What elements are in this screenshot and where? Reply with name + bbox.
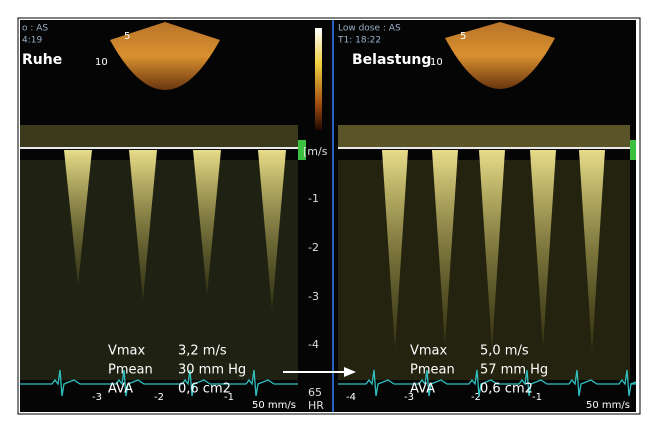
- sweep-speed: 50 mm/s: [586, 400, 630, 411]
- color-bar: [315, 28, 322, 130]
- spectrum-band: [20, 125, 298, 149]
- ecg-tick: -4: [346, 392, 356, 403]
- header: Low dose : AS: [338, 24, 401, 34]
- header: o : AS: [22, 24, 48, 34]
- measurement-value: 0,6 cm2: [480, 382, 533, 397]
- measurement-value: 3,2 m/s: [178, 344, 227, 359]
- doppler-spectrum: [20, 160, 298, 380]
- ecg-tick: -3: [92, 392, 102, 403]
- depth-mark: 10: [95, 57, 108, 68]
- scale-tick: -1: [308, 192, 319, 205]
- scale-unit: [m/s: [639, 145, 651, 158]
- depth-mark: 5: [124, 31, 130, 42]
- sweep-speed: 50 mm/s: [252, 400, 296, 411]
- panel-label: Belastung: [352, 52, 431, 68]
- heart-rate-unit: HR: [308, 399, 324, 412]
- header: 4:19: [22, 36, 42, 46]
- scale-tick: -2: [308, 241, 319, 254]
- heart-rate: 65: [308, 386, 322, 399]
- panel-label: Ruhe: [22, 52, 62, 68]
- measurement-label: Pmean: [410, 363, 455, 378]
- ultrasound-screenshot: o : AS 4:19 Ruhe 5 10 [m/s -1 -2 -3 -4 6…: [0, 0, 651, 439]
- header: T1: 18:22: [337, 36, 381, 46]
- scale-tick: -4: [308, 338, 319, 351]
- measurement-label: Vmax: [108, 344, 146, 359]
- measurement-value: 5,0 m/s: [480, 344, 529, 359]
- depth-mark: 5: [460, 31, 466, 42]
- measurement-label: AVA: [410, 382, 435, 397]
- measurement-value: 0,6 cm2: [178, 382, 231, 397]
- spectrum-band: [338, 125, 630, 149]
- ecg-tick: -2: [154, 392, 164, 403]
- scale-tick: -3: [308, 290, 319, 303]
- measurement-label: Pmean: [108, 363, 153, 378]
- depth-mark: 10: [430, 57, 443, 68]
- measurement-label: Vmax: [410, 344, 448, 359]
- measurement-value: 57 mm Hg: [480, 363, 548, 378]
- measurement-label: AVA: [108, 382, 133, 397]
- scale-unit: [m/s: [303, 145, 328, 158]
- ecg-tick: -1: [532, 392, 542, 403]
- measurement-value: 30 mm Hg: [178, 363, 246, 378]
- image: o : AS 4:19 Ruhe 5 10 [m/s -1 -2 -3 -4 6…: [20, 20, 651, 412]
